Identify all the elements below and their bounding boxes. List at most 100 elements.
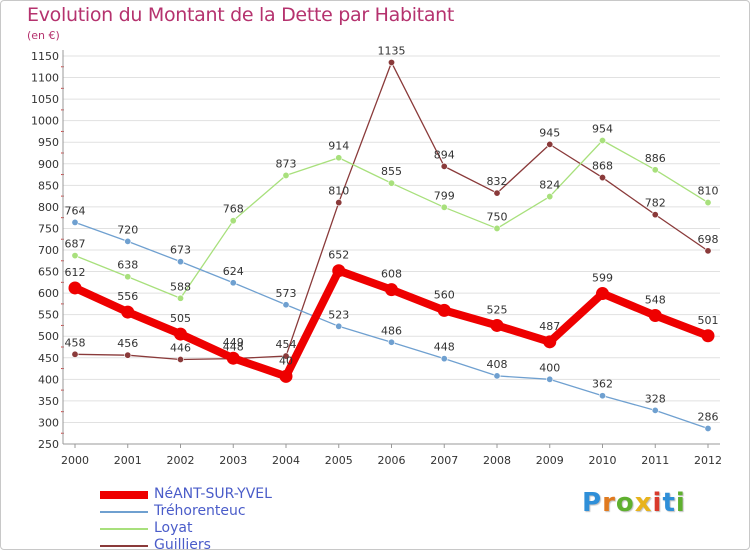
data-point-loyat (493, 224, 501, 232)
data-point-neant-sur-yvel (543, 335, 557, 349)
data-label-guilliers: 456 (117, 337, 138, 350)
data-label-loyat: 687 (65, 238, 86, 251)
data-label-guilliers: 448 (223, 341, 244, 354)
data-label-trehorenteuc: 573 (276, 287, 297, 300)
data-point-guilliers (493, 189, 501, 197)
data-point-loyat (546, 193, 554, 201)
data-label-neant-sur-yvel: 449 (223, 336, 244, 349)
data-label-guilliers: 446 (170, 342, 191, 355)
data-label-guilliers: 698 (698, 233, 719, 246)
data-label-loyat: 886 (645, 152, 666, 165)
data-label-neant-sur-yvel: 608 (381, 268, 402, 281)
data-label-neant-sur-yvel: 501 (698, 314, 719, 327)
data-label-neant-sur-yvel: 612 (65, 266, 86, 279)
x-tick-label: 2001 (114, 454, 142, 467)
data-point-loyat (651, 166, 659, 174)
data-point-guilliers (335, 199, 343, 207)
data-point-trehorenteuc (704, 424, 712, 432)
data-point-trehorenteuc (229, 279, 237, 287)
data-point-trehorenteuc (124, 237, 132, 245)
data-label-loyat: 588 (170, 280, 191, 293)
data-point-neant-sur-yvel (648, 309, 662, 323)
y-tick-label: 600 (38, 287, 59, 300)
data-point-guilliers (124, 351, 132, 359)
data-point-loyat (229, 217, 237, 225)
x-tick-label: 2012 (694, 454, 722, 467)
data-label-trehorenteuc: 448 (434, 341, 455, 354)
series-lines (68, 58, 715, 432)
data-label-guilliers: 868 (592, 160, 613, 173)
data-point-neant-sur-yvel (279, 369, 293, 383)
data-label-loyat: 824 (539, 179, 560, 192)
data-label-guilliers: 894 (434, 148, 455, 161)
data-label-neant-sur-yvel: 560 (434, 288, 455, 301)
data-point-guilliers (546, 140, 554, 148)
x-tick-label: 2009 (536, 454, 564, 467)
data-label-trehorenteuc: 720 (117, 223, 138, 236)
data-point-neant-sur-yvel (385, 283, 398, 297)
data-label-neant-sur-yvel: 505 (170, 312, 191, 325)
y-tick-label: 850 (38, 179, 59, 192)
data-label-trehorenteuc: 764 (65, 204, 86, 217)
logo-letter: t (662, 488, 676, 518)
data-labels: 458 456 446 448 454 810 1135 894 832 945 868 782 698… (65, 44, 719, 423)
logo-letter: i (675, 488, 686, 518)
data-label-trehorenteuc: 624 (223, 265, 244, 278)
data-point-guilliers (282, 352, 290, 360)
data-label-neant-sur-yvel: 525 (487, 303, 508, 316)
legend-item-loyat: Loyat (100, 520, 272, 537)
data-point-neant-sur-yvel (701, 329, 715, 343)
data-label-trehorenteuc: 328 (645, 392, 666, 405)
data-point-neant-sur-yvel (174, 327, 187, 341)
data-point-trehorenteuc (387, 338, 395, 346)
y-tick-label: 950 (38, 136, 59, 149)
legend-label-guilliers: Guilliers (154, 537, 211, 553)
data-label-guilliers: 810 (328, 185, 349, 198)
data-point-trehorenteuc (177, 258, 185, 266)
legend-label-trehorenteuc: Tréhorenteuc (154, 503, 246, 519)
y-tick-label: 800 (38, 201, 59, 214)
data-point-neant-sur-yvel (332, 264, 346, 278)
data-point-trehorenteuc (440, 355, 448, 363)
data-label-trehorenteuc: 286 (698, 410, 719, 423)
x-tick-label: 2000 (61, 454, 89, 467)
x-tick-label: 2007 (430, 454, 458, 467)
data-point-trehorenteuc (598, 392, 606, 400)
data-point-trehorenteuc (71, 218, 79, 226)
data-label-trehorenteuc: 408 (487, 358, 508, 371)
data-point-trehorenteuc (493, 372, 501, 380)
data-point-guilliers (651, 211, 659, 219)
data-point-neant-sur-yvel (226, 351, 240, 365)
data-label-guilliers: 1135 (378, 44, 406, 57)
data-label-guilliers: 945 (539, 126, 560, 139)
y-tick-label: 400 (38, 373, 59, 386)
x-tick-label: 2002 (167, 454, 195, 467)
logo-letter: r (602, 488, 616, 518)
data-point-trehorenteuc (546, 375, 554, 383)
data-point-loyat (124, 273, 132, 281)
data-label-loyat: 638 (117, 259, 138, 272)
data-point-loyat (177, 294, 185, 302)
data-label-guilliers: 458 (65, 336, 86, 349)
data-label-loyat: 855 (381, 165, 402, 178)
data-point-trehorenteuc (335, 322, 343, 330)
data-label-loyat: 750 (487, 210, 508, 223)
y-tick-label: 750 (38, 222, 59, 235)
legend-item-guilliers: Guilliers (100, 537, 272, 554)
y-tick-label: 1150 (31, 50, 59, 63)
data-label-neant-sur-yvel: 652 (328, 249, 349, 262)
y-tick-label: 1050 (31, 93, 59, 106)
logo-letter: o (615, 488, 635, 518)
y-tick-label: 550 (38, 309, 59, 322)
data-point-neant-sur-yvel (68, 281, 82, 295)
data-label-trehorenteuc: 673 (170, 244, 191, 257)
data-point-loyat (71, 252, 79, 260)
data-point-neant-sur-yvel (121, 305, 135, 319)
x-tick-label: 2004 (272, 454, 300, 467)
y-tick-label: 700 (38, 244, 59, 257)
data-point-loyat (387, 179, 395, 187)
data-point-neant-sur-yvel (596, 287, 609, 301)
x-tick-label: 2010 (589, 454, 617, 467)
proxiti-logo: Proxiti (582, 488, 686, 518)
